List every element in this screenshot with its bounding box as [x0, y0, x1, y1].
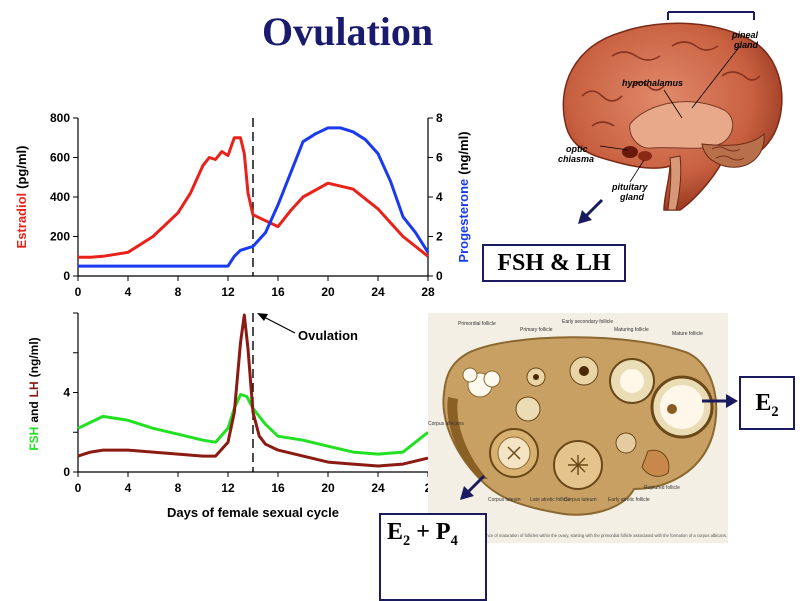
- e2-box: E2: [739, 376, 795, 430]
- pituitary-label: pituitary gland: [611, 182, 648, 202]
- top-x-tick-label: 16: [271, 285, 285, 299]
- top-x-tick-label: 12: [221, 285, 235, 299]
- pineal-label: pineal gland: [731, 30, 759, 50]
- bottom-x-tick-label: 20: [321, 481, 335, 495]
- e2p4-arrow: [460, 474, 486, 500]
- series-estradiol: [78, 136, 429, 259]
- progesterone-tick-label: 6: [436, 151, 443, 165]
- series-fsh: [77, 393, 429, 456]
- top-x-tick-label: 4: [125, 285, 132, 299]
- top-x-tick-label: 8: [175, 285, 182, 299]
- series-lh: [77, 313, 429, 468]
- fsh-lh-axis-label: FSHandLH(ng/ml): [27, 337, 41, 450]
- progesterone-tick-label: 4: [436, 190, 443, 204]
- fsh-lh-chart: 04812162024204 Ovulation FSHandLH(ng/ml)…: [27, 312, 432, 520]
- optic-chiasma-label: optic chiasma: [558, 144, 594, 164]
- page-title: Ovulation: [262, 9, 434, 54]
- e2-p4-box: E2 + P4: [379, 513, 487, 601]
- ovary-illustration: Primordial follicle Primary follicle Ear…: [428, 313, 728, 543]
- brain-illustration: pineal gland hypothalamus optic chiasma pi…: [558, 11, 783, 211]
- top-x-tick-label: 28: [421, 285, 435, 299]
- progesterone-tick-label: 2: [436, 230, 443, 244]
- estradiol-tick-label: 800: [50, 111, 70, 125]
- fsh-lh-box: FSH & LH: [482, 244, 626, 282]
- series-progesterone: [78, 126, 430, 268]
- estradiol-axis-label: Estradiol(pg/ml): [14, 146, 29, 249]
- progesterone-tick-label: 0: [436, 269, 443, 283]
- top-x-tick-label: 0: [75, 285, 82, 299]
- bottom-x-tick-label: 16: [271, 481, 285, 495]
- estradiol-tick-label: 400: [50, 190, 70, 204]
- estradiol-tick-label: 600: [50, 151, 70, 165]
- top-x-tick-label: 24: [371, 285, 385, 299]
- bottom-x-tick-label: 12: [221, 481, 235, 495]
- bottom-x-tick-label: 0: [75, 481, 82, 495]
- estradiol-tick-label: 200: [50, 230, 70, 244]
- x-axis-label: Days of female sexual cycle: [167, 505, 339, 520]
- progesterone-tick-label: 8: [436, 111, 443, 125]
- fsh-lh-tick-label: 4: [63, 386, 70, 400]
- top-x-tick-label: 20: [321, 285, 335, 299]
- fsh-lh-tick-label: 0: [63, 465, 70, 479]
- ovulation-arrow-head: [257, 313, 268, 321]
- hypothalamus-label: hypothalamus: [622, 78, 683, 88]
- bottom-x-tick-label: 24: [371, 481, 385, 495]
- svg-text:Primordial follicle Primar: Primordial follicle Primary follicle Ear…: [428, 319, 704, 503]
- progesterone-axis-label: Progesterone(ng/ml): [456, 131, 471, 262]
- ovary-caption: Figure 14-1 The sequence of maturation o…: [444, 533, 727, 538]
- bottom-x-tick-label: 8: [175, 481, 182, 495]
- bottom-x-tick-label: 4: [125, 481, 132, 495]
- ovulation-arrow-shaft: [261, 315, 296, 334]
- brain-arrow: [578, 198, 604, 224]
- estradiol-tick-label: 0: [63, 269, 70, 283]
- ovulation-annotation: Ovulation: [298, 328, 358, 343]
- e2-arrow: [702, 394, 738, 408]
